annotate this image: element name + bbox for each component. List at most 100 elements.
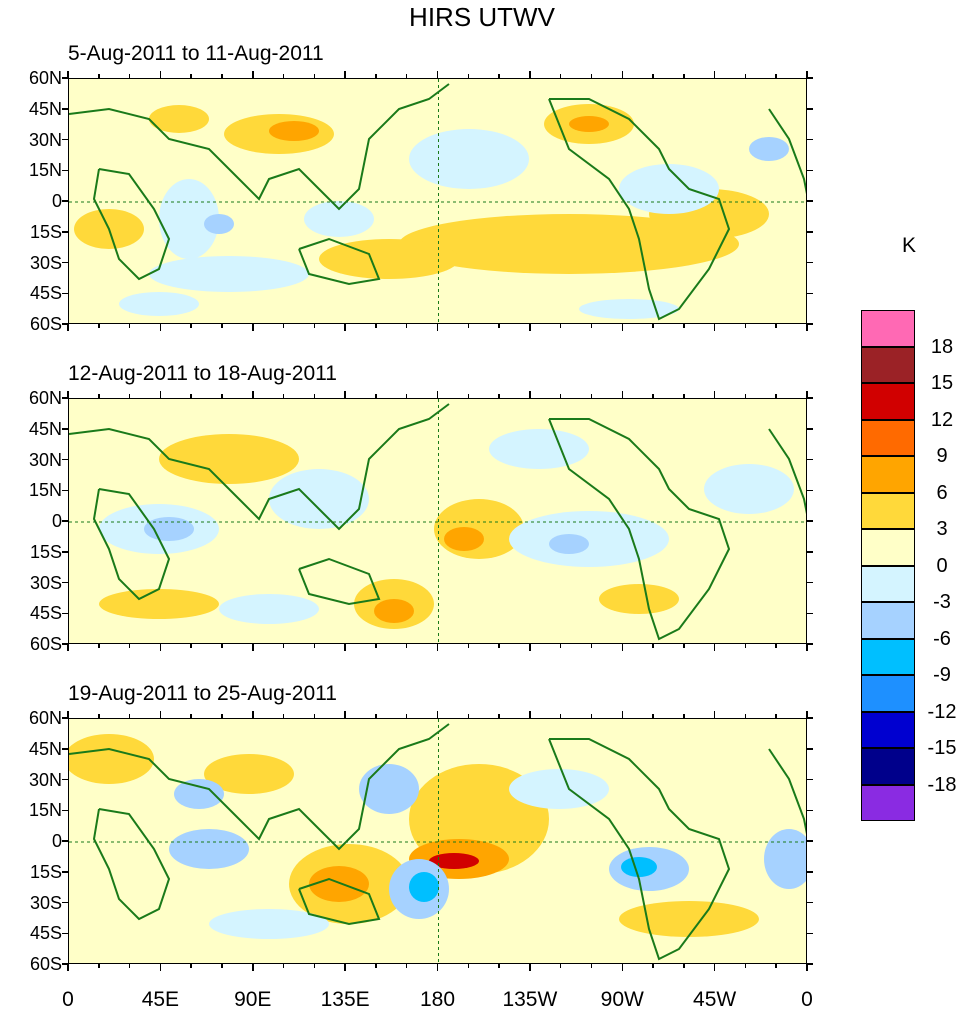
lat-label: 60S bbox=[29, 954, 62, 974]
lon-tick bbox=[590, 714, 593, 718]
lat-tick bbox=[807, 581, 813, 584]
colorbar-label: 15 bbox=[930, 372, 954, 394]
lon-tick bbox=[652, 74, 654, 78]
lon-tick bbox=[775, 644, 777, 648]
lon-tick bbox=[375, 324, 377, 328]
lon-tick bbox=[806, 71, 808, 78]
lon-tick bbox=[590, 644, 593, 648]
lon-tick bbox=[744, 324, 747, 328]
lon-tick bbox=[344, 324, 346, 331]
lon-tick bbox=[344, 71, 346, 78]
lon-tick bbox=[98, 644, 100, 648]
map-panel-3 bbox=[68, 718, 807, 964]
lon-tick bbox=[313, 74, 316, 78]
lon-tick bbox=[652, 964, 654, 968]
lat-tick bbox=[62, 840, 68, 842]
lat-label: 15N bbox=[28, 480, 62, 501]
map-panel-1-svg bbox=[69, 79, 806, 323]
lon-tick bbox=[559, 714, 562, 718]
lat-tick bbox=[807, 871, 813, 873]
lon-tick bbox=[159, 711, 162, 718]
lon-tick bbox=[221, 644, 223, 648]
colorbar-label: 12 bbox=[930, 408, 954, 431]
lon-tick bbox=[744, 644, 747, 648]
lon-tick bbox=[67, 71, 69, 78]
lat-label: 60N bbox=[28, 708, 62, 728]
lat-tick bbox=[62, 323, 68, 325]
lat-label: 45N bbox=[28, 98, 62, 119]
lon-tick bbox=[467, 644, 470, 648]
lat-tick bbox=[62, 261, 68, 264]
lat-tick bbox=[807, 458, 813, 461]
lon-tick bbox=[375, 644, 377, 648]
lon-tick bbox=[190, 324, 192, 328]
lon-tick bbox=[652, 644, 654, 648]
lat-tick bbox=[807, 77, 813, 79]
lat-tick bbox=[807, 778, 813, 781]
lon-tick bbox=[559, 324, 562, 328]
lon-tick bbox=[375, 74, 377, 78]
lat-tick bbox=[62, 200, 68, 202]
lon-tick bbox=[221, 394, 223, 398]
lat-label: 45S bbox=[29, 923, 62, 944]
lat-label: 60N bbox=[28, 388, 62, 408]
lon-tick bbox=[713, 391, 716, 398]
lon-tick bbox=[806, 964, 808, 971]
map-panel-2-svg bbox=[69, 399, 806, 643]
lat-label: 30S bbox=[29, 572, 62, 593]
lon-tick bbox=[498, 644, 500, 648]
lat-label: 0 bbox=[51, 831, 62, 851]
lon-tick bbox=[159, 324, 162, 331]
lat-tick bbox=[62, 778, 68, 781]
lon-tick bbox=[221, 714, 223, 718]
lon-tick bbox=[221, 74, 223, 78]
lon-tick bbox=[98, 964, 100, 968]
lat-tick bbox=[807, 489, 813, 491]
lat-tick bbox=[807, 932, 813, 934]
lat-tick bbox=[62, 520, 68, 522]
lat-tick bbox=[807, 643, 813, 645]
lon-tick bbox=[98, 324, 100, 328]
lon-tick bbox=[252, 324, 254, 331]
lat-label: 30S bbox=[29, 892, 62, 913]
lon-tick bbox=[405, 964, 408, 968]
lon-label: 180 bbox=[419, 988, 456, 1011]
colorbar-unit: K bbox=[902, 234, 917, 257]
lon-tick bbox=[621, 964, 623, 971]
lat-tick bbox=[807, 292, 813, 294]
lon-tick bbox=[405, 714, 408, 718]
lon-tick bbox=[313, 394, 316, 398]
anomaly-contours-3 bbox=[69, 734, 806, 939]
lat-label: 60N bbox=[28, 68, 62, 88]
lon-tick bbox=[652, 394, 654, 398]
lon-tick bbox=[128, 714, 131, 718]
lon-tick bbox=[559, 74, 562, 78]
lon-tick bbox=[313, 324, 316, 328]
lon-tick bbox=[128, 394, 131, 398]
colorbar-box bbox=[861, 492, 915, 529]
lat-tick bbox=[807, 323, 813, 325]
figure-title: HIRS UTWV bbox=[409, 2, 555, 32]
lat-tick bbox=[62, 748, 68, 750]
lon-tick bbox=[98, 74, 100, 78]
lon-tick bbox=[652, 714, 654, 718]
lat-tick bbox=[807, 108, 813, 110]
lon-tick bbox=[683, 394, 685, 398]
lon-tick bbox=[344, 644, 346, 651]
lon-tick bbox=[559, 394, 562, 398]
lon-tick bbox=[775, 394, 777, 398]
lon-tick bbox=[467, 324, 470, 328]
colorbar-label: -9 bbox=[933, 664, 951, 686]
lon-tick bbox=[652, 324, 654, 328]
lon-tick bbox=[529, 71, 531, 78]
colorbar-label: 3 bbox=[936, 518, 948, 540]
lat-label: 60S bbox=[29, 314, 62, 334]
lon-tick bbox=[252, 391, 254, 398]
lon-tick bbox=[498, 394, 500, 398]
lon-tick bbox=[713, 711, 716, 718]
lon-tick bbox=[744, 964, 747, 968]
lat-label: 15N bbox=[28, 800, 62, 821]
colorbar-label: -12 bbox=[927, 700, 957, 723]
lon-tick bbox=[621, 391, 623, 398]
lon-tick bbox=[436, 71, 439, 78]
